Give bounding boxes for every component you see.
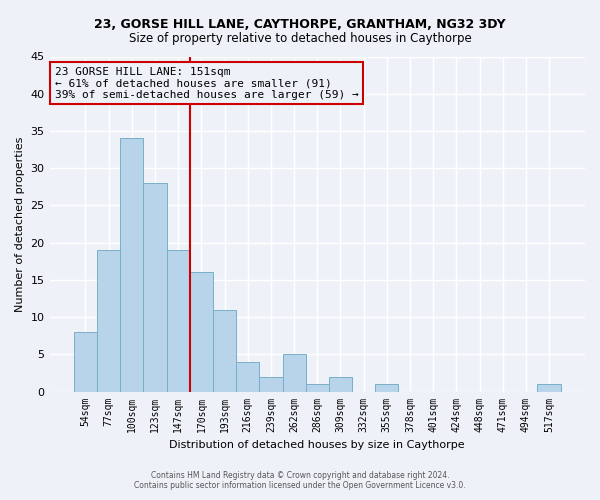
Text: 23, GORSE HILL LANE, CAYTHORPE, GRANTHAM, NG32 3DY: 23, GORSE HILL LANE, CAYTHORPE, GRANTHAM…: [94, 18, 506, 30]
X-axis label: Distribution of detached houses by size in Caythorpe: Distribution of detached houses by size …: [169, 440, 465, 450]
Bar: [375, 384, 398, 392]
Bar: [167, 250, 190, 392]
Bar: [329, 376, 352, 392]
Text: Size of property relative to detached houses in Caythorpe: Size of property relative to detached ho…: [128, 32, 472, 45]
Text: 23 GORSE HILL LANE: 151sqm
← 61% of detached houses are smaller (91)
39% of semi: 23 GORSE HILL LANE: 151sqm ← 61% of deta…: [55, 66, 359, 100]
Bar: [236, 362, 259, 392]
Bar: [538, 384, 560, 392]
Text: Contains HM Land Registry data © Crown copyright and database right 2024.
Contai: Contains HM Land Registry data © Crown c…: [134, 470, 466, 490]
Bar: [283, 354, 305, 392]
Bar: [305, 384, 329, 392]
Bar: [120, 138, 143, 392]
Bar: [97, 250, 120, 392]
Bar: [74, 332, 97, 392]
Bar: [190, 272, 213, 392]
Bar: [143, 183, 167, 392]
Y-axis label: Number of detached properties: Number of detached properties: [15, 136, 25, 312]
Bar: [259, 376, 283, 392]
Bar: [213, 310, 236, 392]
